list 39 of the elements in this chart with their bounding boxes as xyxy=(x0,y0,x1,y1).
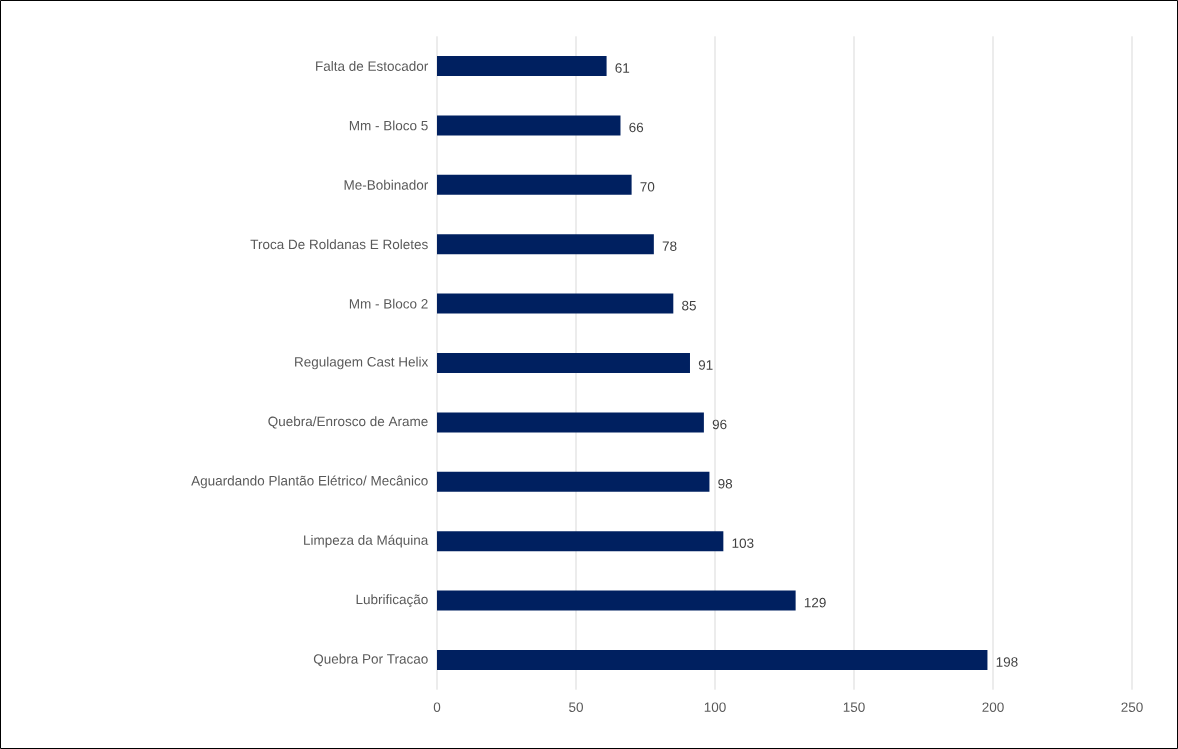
bar xyxy=(437,174,632,195)
bar xyxy=(437,115,621,136)
y-tick-label: Mm - Bloco 2 xyxy=(349,298,428,309)
bar xyxy=(437,471,710,492)
data-label: 98 xyxy=(718,479,733,489)
data-label: 129 xyxy=(804,597,826,608)
y-tick-label: Lubrificação xyxy=(356,594,428,607)
bar xyxy=(437,56,607,76)
data-label: 78 xyxy=(662,241,677,251)
y-tick-label: Aguardando Plantão Elétrico/ Mecânico xyxy=(191,475,428,489)
x-tick-label: 150 xyxy=(843,702,865,712)
data-label: 85 xyxy=(682,300,696,311)
y-tick-label: Mm - Bloco 5 xyxy=(349,120,428,131)
bar xyxy=(437,353,690,373)
data-label: 66 xyxy=(629,122,644,133)
y-tick-label: Limpeza da Máquina xyxy=(304,534,429,548)
bar xyxy=(437,234,654,255)
bar xyxy=(437,412,704,433)
x-tick-label: 0 xyxy=(433,702,441,712)
bar xyxy=(437,531,724,552)
data-label: 91 xyxy=(698,360,713,370)
bar xyxy=(437,590,796,611)
y-tick-label: Falta de Estocador xyxy=(316,61,429,71)
x-tick-label: 250 xyxy=(1121,702,1143,712)
y-tick-label: Regulagem Cast Helix xyxy=(295,356,429,370)
y-tick-label: Troca De Roldanas E Roletes xyxy=(250,239,428,250)
y-tick-label: Quebra/Enrosco de Arame xyxy=(268,416,428,429)
bar xyxy=(437,650,988,671)
data-label: 198 xyxy=(996,657,1018,667)
y-tick-label: Quebra Por Tracao xyxy=(313,653,428,667)
x-tick-label: 200 xyxy=(982,702,1004,712)
data-label: 103 xyxy=(732,538,754,548)
bar xyxy=(437,293,674,314)
data-label: 61 xyxy=(615,63,630,73)
x-tick-label: 50 xyxy=(569,702,583,712)
data-label: 70 xyxy=(640,182,655,192)
y-tick-label: Me-Bobinador xyxy=(344,179,429,190)
x-tick-label: 100 xyxy=(704,702,726,712)
data-label: 96 xyxy=(712,419,727,430)
